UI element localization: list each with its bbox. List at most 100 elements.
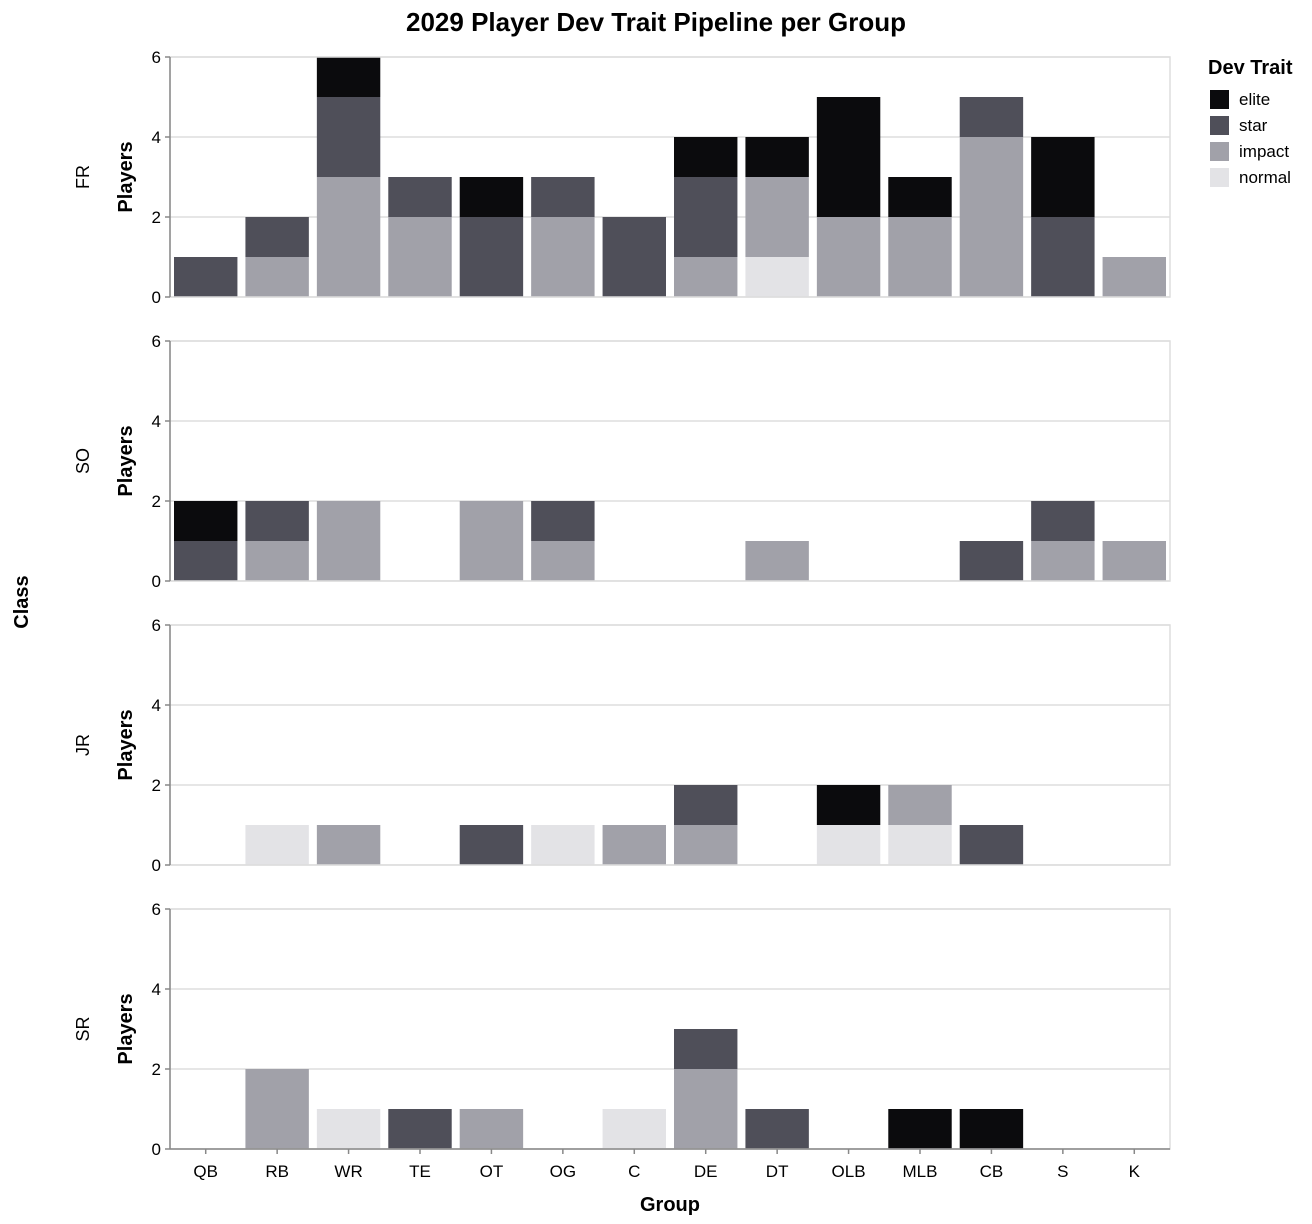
bar-sr-dt-star (745, 1109, 809, 1149)
bar-fr-ot-elite (459, 177, 524, 217)
legend-label-impact: impact (1239, 142, 1289, 161)
bar-sr-rb-impact (245, 1069, 309, 1149)
y-tick-label: 2 (152, 492, 161, 511)
bar-so-dt-impact (745, 541, 809, 581)
bar-fr-c-star (602, 217, 666, 297)
bar-jr-ot-star (459, 825, 524, 865)
bar-jr-de-star (674, 785, 738, 825)
bar-fr-qb-star (174, 257, 238, 297)
legend-swatch-elite (1210, 90, 1229, 109)
y-tick-label: 2 (152, 776, 161, 795)
y-tick-label: 0 (152, 572, 161, 591)
y-tick-label: 4 (152, 412, 161, 431)
bar-so-ot-impact (459, 501, 524, 581)
bar-fr-wr-star (316, 97, 381, 177)
bar-jr-rb-normal (245, 825, 309, 865)
x-tick-label-olb: OLB (832, 1162, 866, 1181)
bar-fr-mlb-impact (888, 217, 952, 297)
bar-so-cb-star (959, 541, 1024, 581)
legend-label-star: star (1239, 116, 1268, 135)
bar-sr-c-normal (602, 1109, 666, 1149)
bar-fr-s-elite (1031, 137, 1095, 217)
bar-fr-dt-impact (745, 177, 809, 257)
y-axis-title: Players (115, 141, 137, 212)
bar-so-rb-impact (245, 541, 309, 581)
x-tick-label-mlb: MLB (903, 1162, 938, 1181)
bar-fr-rb-star (245, 217, 309, 257)
bar-so-wr-impact (316, 501, 381, 581)
bar-so-k-impact (1102, 541, 1166, 581)
x-tick-label-c: C (628, 1162, 640, 1181)
row-label-jr: JR (73, 734, 93, 756)
x-tick-label-de: DE (694, 1162, 718, 1181)
legend-swatch-star (1210, 116, 1229, 135)
bar-jr-c-impact (602, 825, 666, 865)
y-tick-label: 6 (152, 616, 161, 635)
bar-jr-de-impact (674, 825, 738, 865)
legend-label-normal: normal (1239, 168, 1291, 187)
bar-fr-mlb-elite (888, 177, 952, 217)
facet-panel-jr: 0 2 4 6 Players JR (73, 616, 1171, 875)
bar-jr-cb-star (959, 825, 1024, 865)
y-tick-label: 6 (152, 332, 161, 351)
x-tick-label-k: K (1129, 1162, 1141, 1181)
bar-sr-te-star (388, 1109, 452, 1149)
bar-sr-ot-impact (459, 1109, 524, 1149)
bar-jr-olb-normal (816, 825, 881, 865)
bar-jr-og-normal (531, 825, 595, 865)
y-tick-label: 0 (152, 288, 161, 307)
bar-fr-te-star (388, 177, 452, 217)
row-label-fr: FR (73, 165, 93, 189)
bar-fr-cb-impact (959, 137, 1024, 297)
x-tick-label-wr: WR (334, 1162, 362, 1181)
x-tick-label-te: TE (409, 1162, 431, 1181)
row-label-sr: SR (73, 1016, 93, 1041)
y-tick-label: 6 (152, 48, 161, 67)
bar-fr-dt-elite (745, 137, 809, 177)
legend-swatch-impact (1210, 142, 1229, 161)
bar-so-s-impact (1031, 541, 1095, 581)
bar-jr-wr-impact (316, 825, 381, 865)
x-axis: QB RB WR TE OT OG C DE DT OLB MLB CB S K (170, 1148, 1170, 1181)
bar-so-og-star (531, 501, 595, 541)
legend-title: Dev Trait (1208, 57, 1293, 79)
y-tick-label: 4 (152, 696, 161, 715)
facet-panels: 0246PlayersFR0246PlayersSO0246PlayersJR0… (73, 48, 1171, 1159)
bar-fr-de-elite (674, 137, 738, 177)
bar-fr-de-impact (674, 257, 738, 297)
y-axis-title: Players (115, 993, 137, 1064)
bar-so-s-star (1031, 501, 1095, 541)
legend-label-elite: elite (1239, 90, 1270, 109)
bar-fr-de-star (674, 177, 738, 257)
bar-jr-mlb-normal (888, 825, 952, 865)
bar-fr-wr-impact (316, 177, 381, 297)
facet-panel-sr: 0 2 4 6 Players SR (73, 900, 1171, 1159)
x-tick-label-og: OG (550, 1162, 576, 1181)
facet-panel-fr: 0 2 4 6 Players FR (73, 48, 1171, 307)
x-tick-label-dt: DT (766, 1162, 789, 1181)
bar-fr-wr-elite (316, 57, 381, 97)
bar-fr-k-impact (1102, 257, 1166, 297)
bar-so-qb-star (174, 541, 238, 581)
legend: Dev Trait elite star impact normal (1208, 57, 1293, 187)
y-tick-label: 4 (152, 128, 161, 147)
bar-sr-de-impact (674, 1069, 738, 1149)
y-axis-title: Players (115, 425, 137, 496)
bar-jr-olb-elite (816, 785, 881, 825)
row-label-so: SO (73, 448, 93, 474)
y-tick-label: 0 (152, 856, 161, 875)
y-tick-label: 0 (152, 1140, 161, 1159)
bar-fr-te-impact (388, 217, 452, 297)
x-tick-label-s: S (1057, 1162, 1068, 1181)
x-tick-label-cb: CB (980, 1162, 1004, 1181)
x-tick-label-qb: QB (193, 1162, 218, 1181)
bar-jr-mlb-impact (888, 785, 952, 825)
y-axis-title: Players (115, 709, 137, 780)
bar-fr-s-star (1031, 217, 1095, 297)
bar-sr-de-star (674, 1029, 738, 1069)
bar-fr-olb-elite (816, 97, 881, 217)
bar-fr-olb-impact (816, 217, 881, 297)
bar-sr-mlb-elite (888, 1109, 952, 1149)
bar-fr-dt-normal (745, 257, 809, 297)
